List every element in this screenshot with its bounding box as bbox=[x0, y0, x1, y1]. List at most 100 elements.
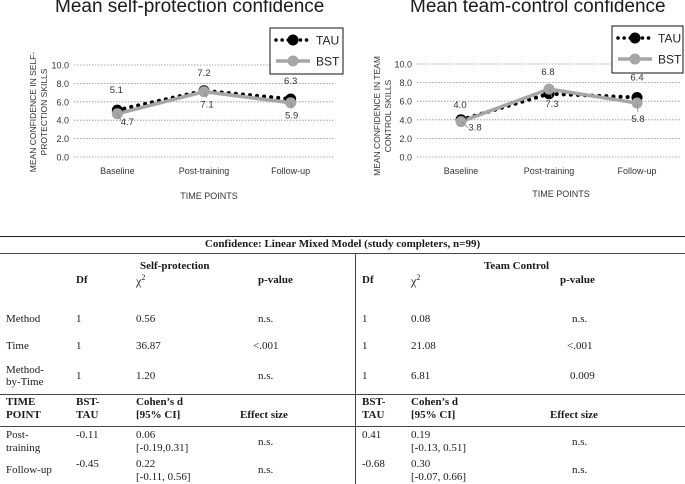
chi-cell: 0.08 bbox=[411, 313, 431, 325]
df-header: Df bbox=[76, 274, 88, 286]
bst-tau-cell: -0.11 bbox=[76, 429, 99, 441]
cohens-d-header: Cohen’s d bbox=[411, 396, 458, 408]
bst-data-label: 4.7 bbox=[121, 117, 134, 128]
legend-bst-marker bbox=[287, 55, 299, 67]
bst-tau-header: TAU bbox=[362, 409, 385, 421]
chi-cell: 0.56 bbox=[136, 313, 156, 325]
p-cell: 0.009 bbox=[570, 370, 595, 382]
tau-data-label: 6.4 bbox=[630, 72, 643, 83]
bst-tau-cell: 0.41 bbox=[362, 429, 382, 441]
y-axis-title-line2: PROTECTION SKILLS bbox=[39, 68, 49, 155]
y-tick-label: 2.0 bbox=[399, 134, 412, 144]
leader-line bbox=[636, 103, 639, 113]
y-tick-label: 0.0 bbox=[56, 153, 69, 163]
effect-size-cell: n.s. bbox=[572, 464, 588, 476]
p-cell: <.001 bbox=[253, 340, 279, 352]
y-axis-title-line2: CONTROL SKILLS bbox=[383, 79, 393, 152]
y-axis-title-line1: MEAN CONFIDENCE IN TEAM bbox=[372, 56, 382, 176]
cohens-d-header: [95% CI] bbox=[136, 409, 181, 421]
y-tick-label: 8.0 bbox=[399, 78, 412, 88]
cohens-d-ci: [-0.11, 0.56] bbox=[136, 471, 191, 483]
x-axis-title: TIME POINTS bbox=[532, 189, 590, 199]
tau-data-label: 5.1 bbox=[110, 85, 123, 96]
time-point-header: TIME bbox=[6, 396, 36, 408]
time-point-header: POINT bbox=[6, 409, 41, 421]
chi-header-2: χ2 bbox=[411, 273, 420, 289]
df-cell: 1 bbox=[76, 313, 82, 325]
legend-tau-label: TAU bbox=[316, 34, 339, 48]
left-chart-title: Mean self-protection confidence bbox=[55, 0, 325, 17]
leader-line bbox=[203, 91, 208, 98]
chi-symbol: χ bbox=[136, 274, 142, 288]
y-tick-label: 4.0 bbox=[399, 115, 412, 125]
leader-line bbox=[290, 102, 293, 109]
self-protection-header: Self-protection bbox=[140, 260, 210, 272]
x-tick-label: Post-training bbox=[524, 166, 575, 176]
bst-data-label: 3.8 bbox=[468, 123, 481, 134]
bst-data-label: 7.1 bbox=[200, 100, 213, 111]
y-tick-label: 10.0 bbox=[51, 61, 69, 71]
p-header: p-value bbox=[258, 274, 293, 286]
chi-cell: 6.81 bbox=[411, 370, 431, 382]
cohens-d-ci: [-0.13, 0.51] bbox=[411, 442, 466, 454]
legend: TAU BST bbox=[611, 25, 684, 74]
chi-cell: 1.20 bbox=[136, 370, 156, 382]
tau-data-label: 7.2 bbox=[197, 68, 210, 79]
p-header-2: p-value bbox=[560, 274, 595, 286]
bst-data-label: 5.8 bbox=[631, 114, 644, 125]
time-point-cell: Follow-up bbox=[6, 464, 52, 476]
df-cell: 1 bbox=[362, 313, 368, 325]
y-tick-label: 2.0 bbox=[56, 134, 69, 144]
chi-cell: 36.87 bbox=[136, 340, 161, 352]
legend-bst-marker bbox=[629, 53, 641, 65]
tau-data-label: 6.3 bbox=[284, 76, 297, 87]
y-tick-label: 6.0 bbox=[399, 97, 412, 107]
cohens-d-cell: 0.19 bbox=[411, 429, 431, 441]
df-cell: 1 bbox=[76, 370, 82, 382]
chi-header: χ2 bbox=[136, 273, 145, 289]
row-label: Method bbox=[6, 313, 41, 325]
leader-line bbox=[116, 113, 122, 121]
cohens-d-cell: 0.06 bbox=[136, 429, 156, 441]
time-point-cell: Post- bbox=[6, 429, 29, 441]
y-tick-label: 8.0 bbox=[56, 79, 69, 89]
legend-bst-label: BST bbox=[658, 53, 682, 67]
table-title: Confidence: Linear Mixed Model (study co… bbox=[204, 238, 481, 250]
team-control-header: Team Control bbox=[484, 260, 550, 272]
right-chart-title: Mean team-control confidence bbox=[410, 0, 666, 17]
legend: TAU BST bbox=[269, 27, 344, 75]
legend-tau-marker bbox=[629, 32, 641, 44]
bst-tau-cell: -0.45 bbox=[76, 458, 99, 470]
cohens-d-header: Cohen’s d bbox=[136, 396, 183, 408]
self-protection-chart: MEAN CONFIDENCE IN SELF- PROTECTION SKIL… bbox=[28, 27, 344, 201]
p-cell: n.s. bbox=[572, 313, 588, 325]
x-tick-label: Post-training bbox=[179, 166, 230, 176]
y-tick-label: 4.0 bbox=[56, 116, 69, 126]
effect-size-cell: n.s. bbox=[258, 464, 274, 476]
y-tick-label: 0.0 bbox=[399, 153, 412, 163]
x-tick-label: Follow-up bbox=[617, 166, 656, 176]
df-cell: 1 bbox=[76, 340, 82, 352]
chi-cell: 21.08 bbox=[411, 340, 436, 352]
bst-data-label: 5.9 bbox=[285, 111, 298, 122]
legend-tau-marker bbox=[287, 34, 299, 46]
legend-tau-label: TAU bbox=[658, 32, 681, 46]
x-tick-label: Baseline bbox=[444, 166, 479, 176]
tau-data-label: 4.0 bbox=[453, 100, 466, 111]
cohens-d-header: [95% CI] bbox=[411, 409, 456, 421]
chi-superscript: 2 bbox=[416, 273, 421, 282]
team-control-chart: MEAN CONFIDENCE IN TEAM CONTROL SKILLS 0… bbox=[372, 25, 684, 199]
y-tick-label: 6.0 bbox=[56, 97, 69, 107]
p-cell: n.s. bbox=[258, 313, 274, 325]
x-tick-label: Follow-up bbox=[271, 166, 310, 176]
bst-tau-cell: -0.68 bbox=[362, 458, 385, 470]
y-tick-label: 10.0 bbox=[394, 60, 412, 70]
series-line-tau bbox=[115, 88, 293, 113]
legend-bst-label: BST bbox=[316, 55, 340, 69]
chi-symbol: χ bbox=[411, 274, 417, 288]
row-label: by-Time bbox=[6, 376, 44, 388]
cohens-d-ci: [-0.19,0.31] bbox=[136, 442, 189, 454]
p-cell: <.001 bbox=[567, 340, 593, 352]
leader-line bbox=[460, 121, 469, 128]
df-cell: 1 bbox=[362, 370, 368, 382]
